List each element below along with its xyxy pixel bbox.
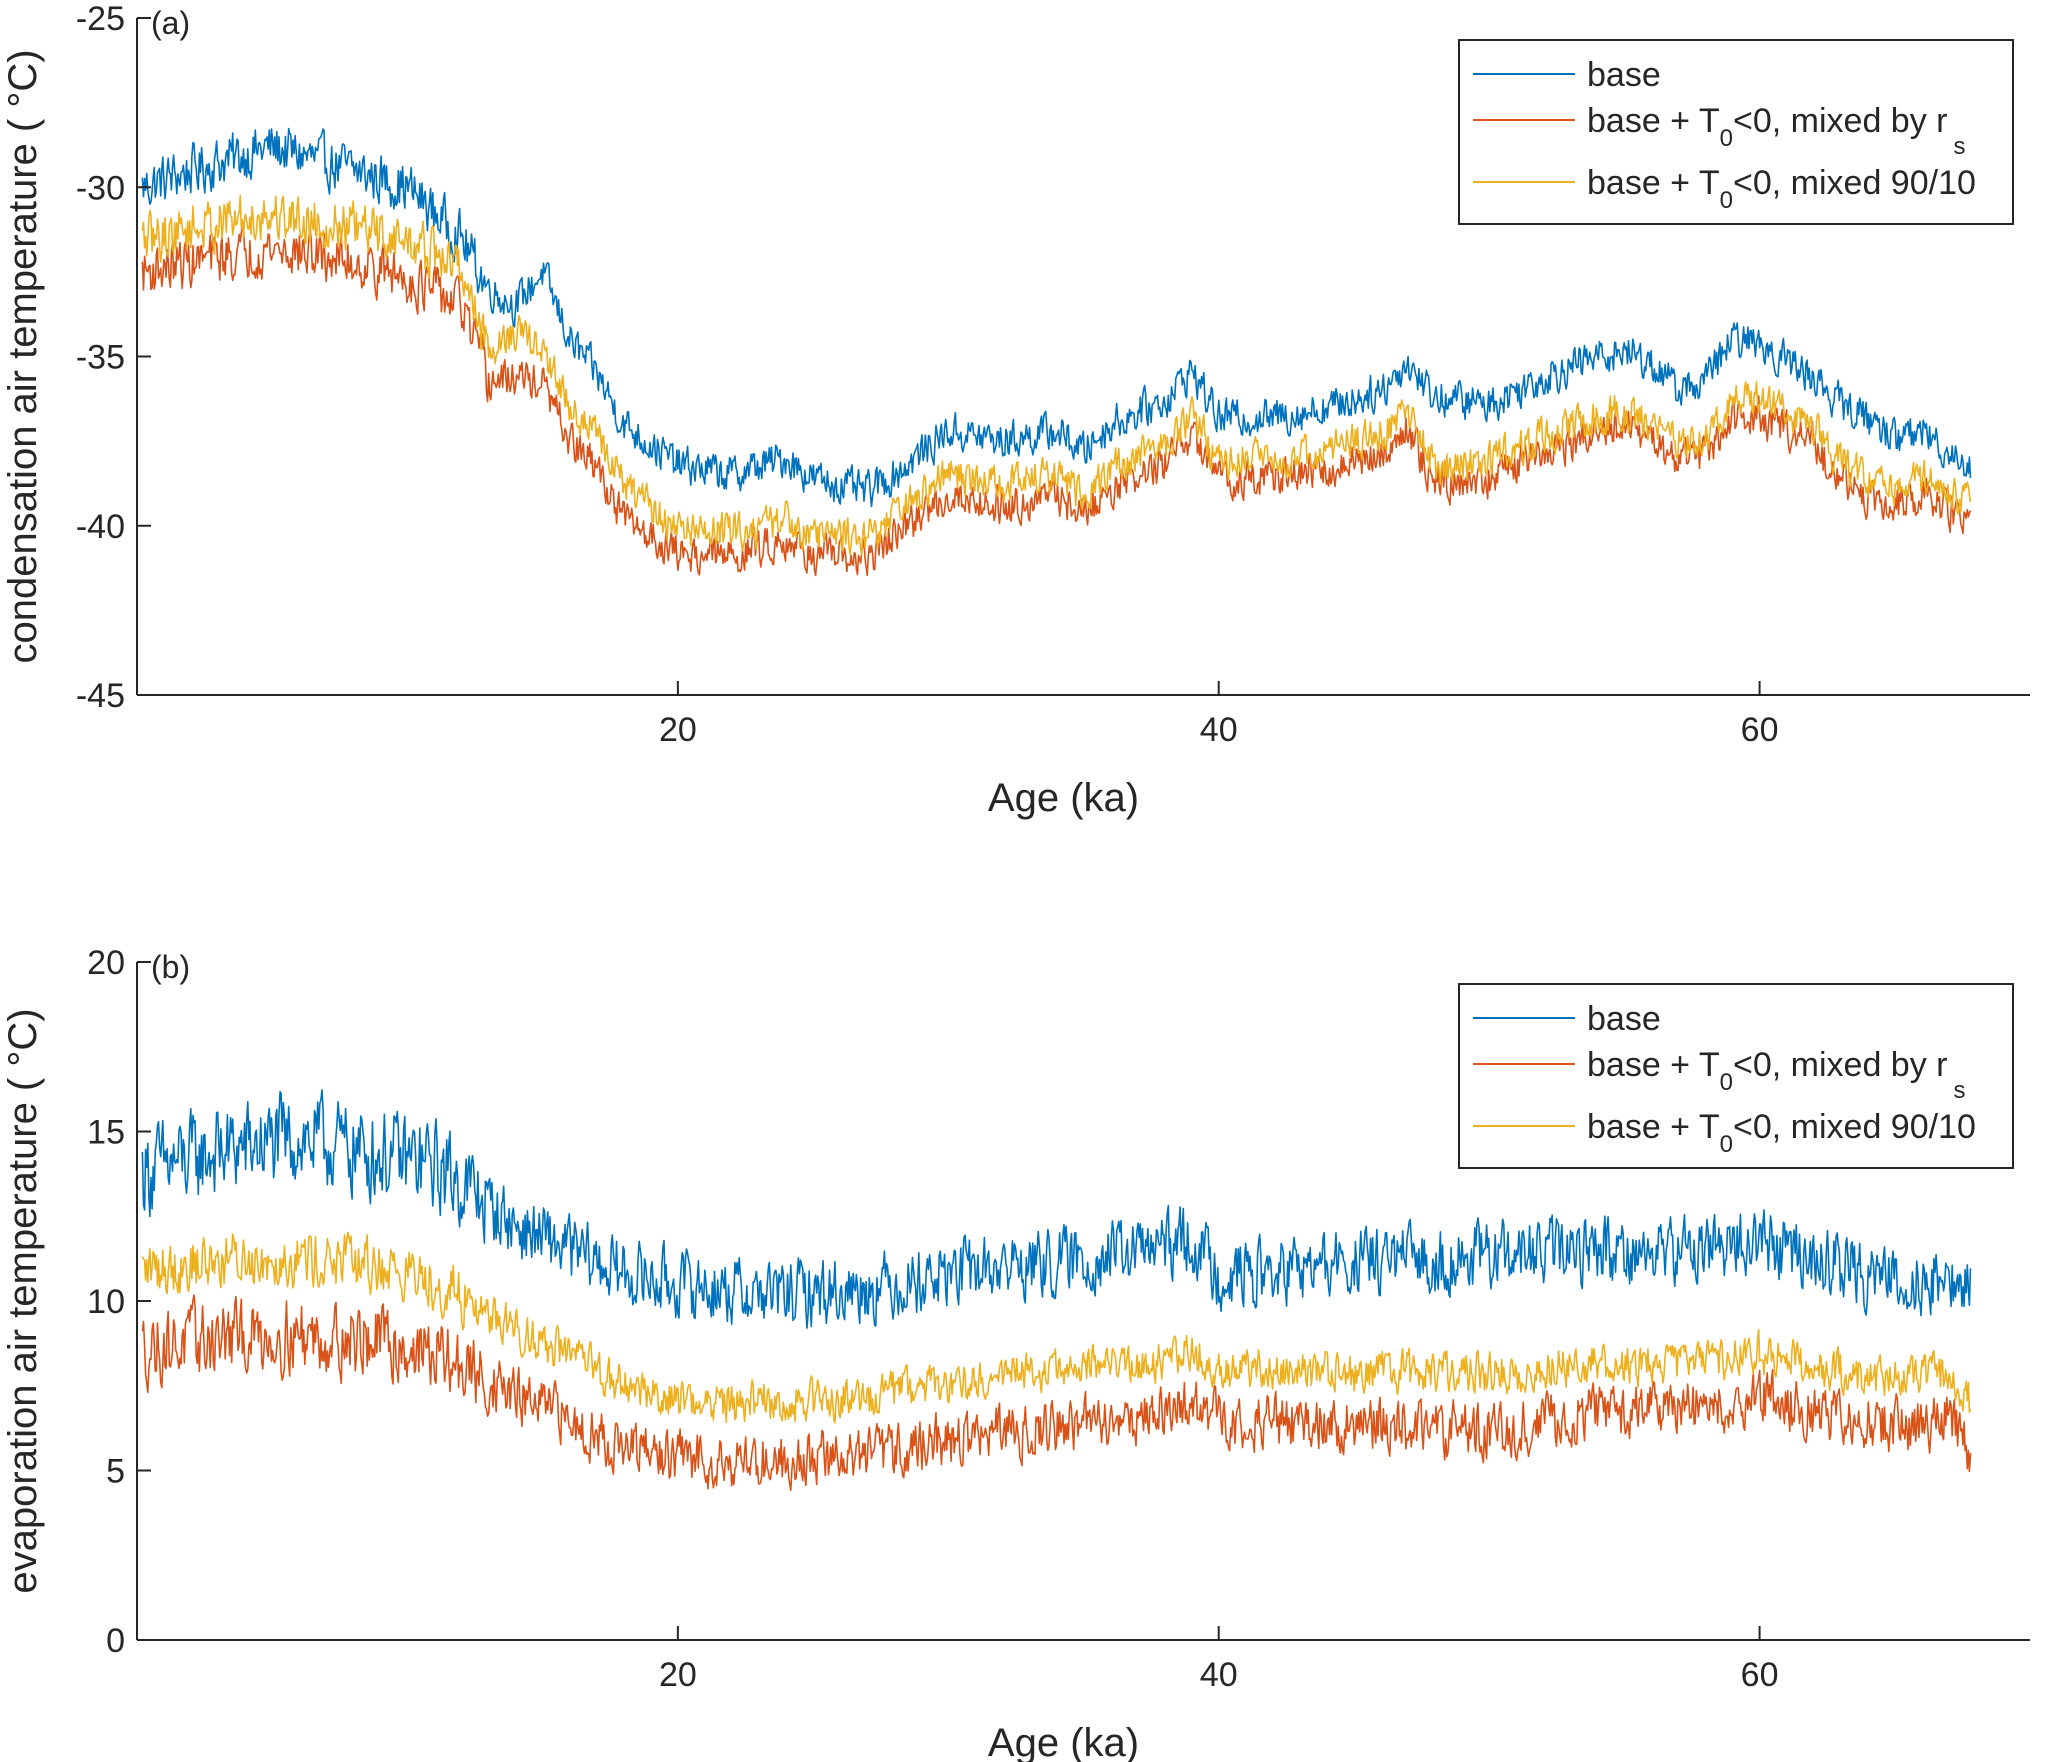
panel-label-b: (b)	[151, 949, 190, 985]
series-line-a-3	[141, 194, 1972, 556]
y-tick-label-a: -25	[76, 0, 125, 38]
panel-a: -45 -40 -35 -30 -25 20 40 60 (a) Age (ka) conde…	[1, 0, 2030, 820]
x-tick-label-a: 60	[1741, 711, 1779, 749]
series-line-a-2	[141, 224, 1972, 577]
y-tick-label-a: -35	[76, 339, 125, 377]
y-tick-label-a: -30	[76, 169, 125, 207]
y-tick-label-b: 0	[106, 1622, 125, 1660]
y-tick-label-b: 15	[87, 1114, 125, 1152]
series-line-b-1	[141, 1089, 1972, 1329]
series-line-a-1	[141, 127, 1972, 508]
y-tick-label-b: 5	[106, 1453, 125, 1491]
y-axis-label-b: evaporation air temperature ( °C)	[1, 1008, 45, 1593]
series-line-b-3	[141, 1231, 1972, 1424]
legend-entry-b-3: base + T0<0, mixed 90/10	[1587, 1108, 1976, 1158]
x-axis-label-a: Age (ka)	[988, 776, 1139, 820]
x-tick-label-a: 20	[659, 711, 697, 749]
x-tick-label-b: 60	[1741, 1656, 1779, 1694]
legend-entry-a-2: base + T0<0, mixed by rs	[1587, 102, 1965, 160]
y-tick-label-a: -45	[76, 677, 125, 715]
x-tick-label-b: 20	[659, 1656, 697, 1694]
axes-b: 0 5 10 15 20 20 40 60	[87, 944, 2030, 1694]
series-line-b-2	[141, 1294, 1972, 1491]
series-layer-b	[141, 1089, 1972, 1491]
axes-a: -45 -40 -35 -30 -25 20 40 60	[76, 0, 2030, 749]
legend-box-a	[1458, 39, 2014, 225]
legend-box-b	[1458, 983, 2014, 1169]
legend-entry-b-2: base + T0<0, mixed by rs	[1587, 1046, 1965, 1104]
y-tick-label-b: 20	[87, 944, 125, 982]
y-tick-label-a: -40	[76, 508, 125, 546]
legend-entry-a-3: base + T0<0, mixed 90/10	[1587, 164, 1976, 214]
series-layer-a	[141, 127, 1972, 577]
y-tick-label-b: 10	[87, 1283, 125, 1321]
y-axis-label-a: condensation air temperature ( °C)	[1, 49, 45, 663]
panel-label-a: (a)	[151, 5, 190, 41]
legend-entry-b-1: base	[1587, 1000, 1661, 1038]
legend-entry-a-1: base	[1587, 56, 1661, 94]
x-tick-label-a: 40	[1200, 711, 1238, 749]
panel-b: 0 5 10 15 20 20 40 60 (b) Age (ka) evaporation …	[1, 944, 2030, 1762]
x-axis-label-b: Age (ka)	[988, 1721, 1139, 1762]
x-tick-label-b: 40	[1200, 1656, 1238, 1694]
